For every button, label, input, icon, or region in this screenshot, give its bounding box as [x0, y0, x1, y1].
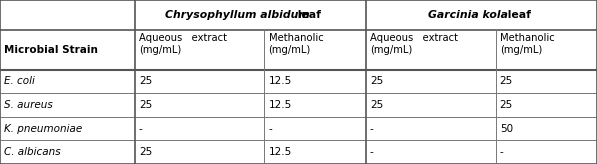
Text: 25: 25: [139, 100, 152, 110]
Text: Methanolic
(mg/mL): Methanolic (mg/mL): [269, 33, 323, 55]
Text: -: -: [370, 124, 374, 134]
Text: 25: 25: [500, 100, 513, 110]
Text: -: -: [139, 124, 143, 134]
Text: Methanolic
(mg/mL): Methanolic (mg/mL): [500, 33, 555, 55]
Text: Aqueous   extract
(mg/mL): Aqueous extract (mg/mL): [370, 33, 458, 55]
Text: Microbial Strain: Microbial Strain: [4, 45, 98, 55]
Text: -: -: [500, 147, 503, 157]
Text: -: -: [370, 147, 374, 157]
Text: Aqueous   extract
(mg/mL): Aqueous extract (mg/mL): [139, 33, 227, 55]
Text: S. aureus: S. aureus: [4, 100, 53, 110]
Text: -: -: [269, 124, 272, 134]
Text: 25: 25: [500, 76, 513, 86]
Text: 25: 25: [370, 76, 383, 86]
Text: 25: 25: [139, 76, 152, 86]
Text: leaf: leaf: [294, 10, 321, 20]
Text: Garcinia kola: Garcinia kola: [428, 10, 508, 20]
Text: leaf: leaf: [503, 10, 531, 20]
Text: E. coli: E. coli: [4, 76, 35, 86]
Text: 12.5: 12.5: [269, 76, 292, 86]
Text: 50: 50: [500, 124, 513, 134]
Text: 12.5: 12.5: [269, 147, 292, 157]
Text: 12.5: 12.5: [269, 100, 292, 110]
Text: Chrysophyllum albidum: Chrysophyllum albidum: [165, 10, 309, 20]
Text: 25: 25: [370, 100, 383, 110]
Text: 25: 25: [139, 147, 152, 157]
Text: C. albicans: C. albicans: [4, 147, 61, 157]
Text: K. pneumoniae: K. pneumoniae: [4, 124, 82, 134]
